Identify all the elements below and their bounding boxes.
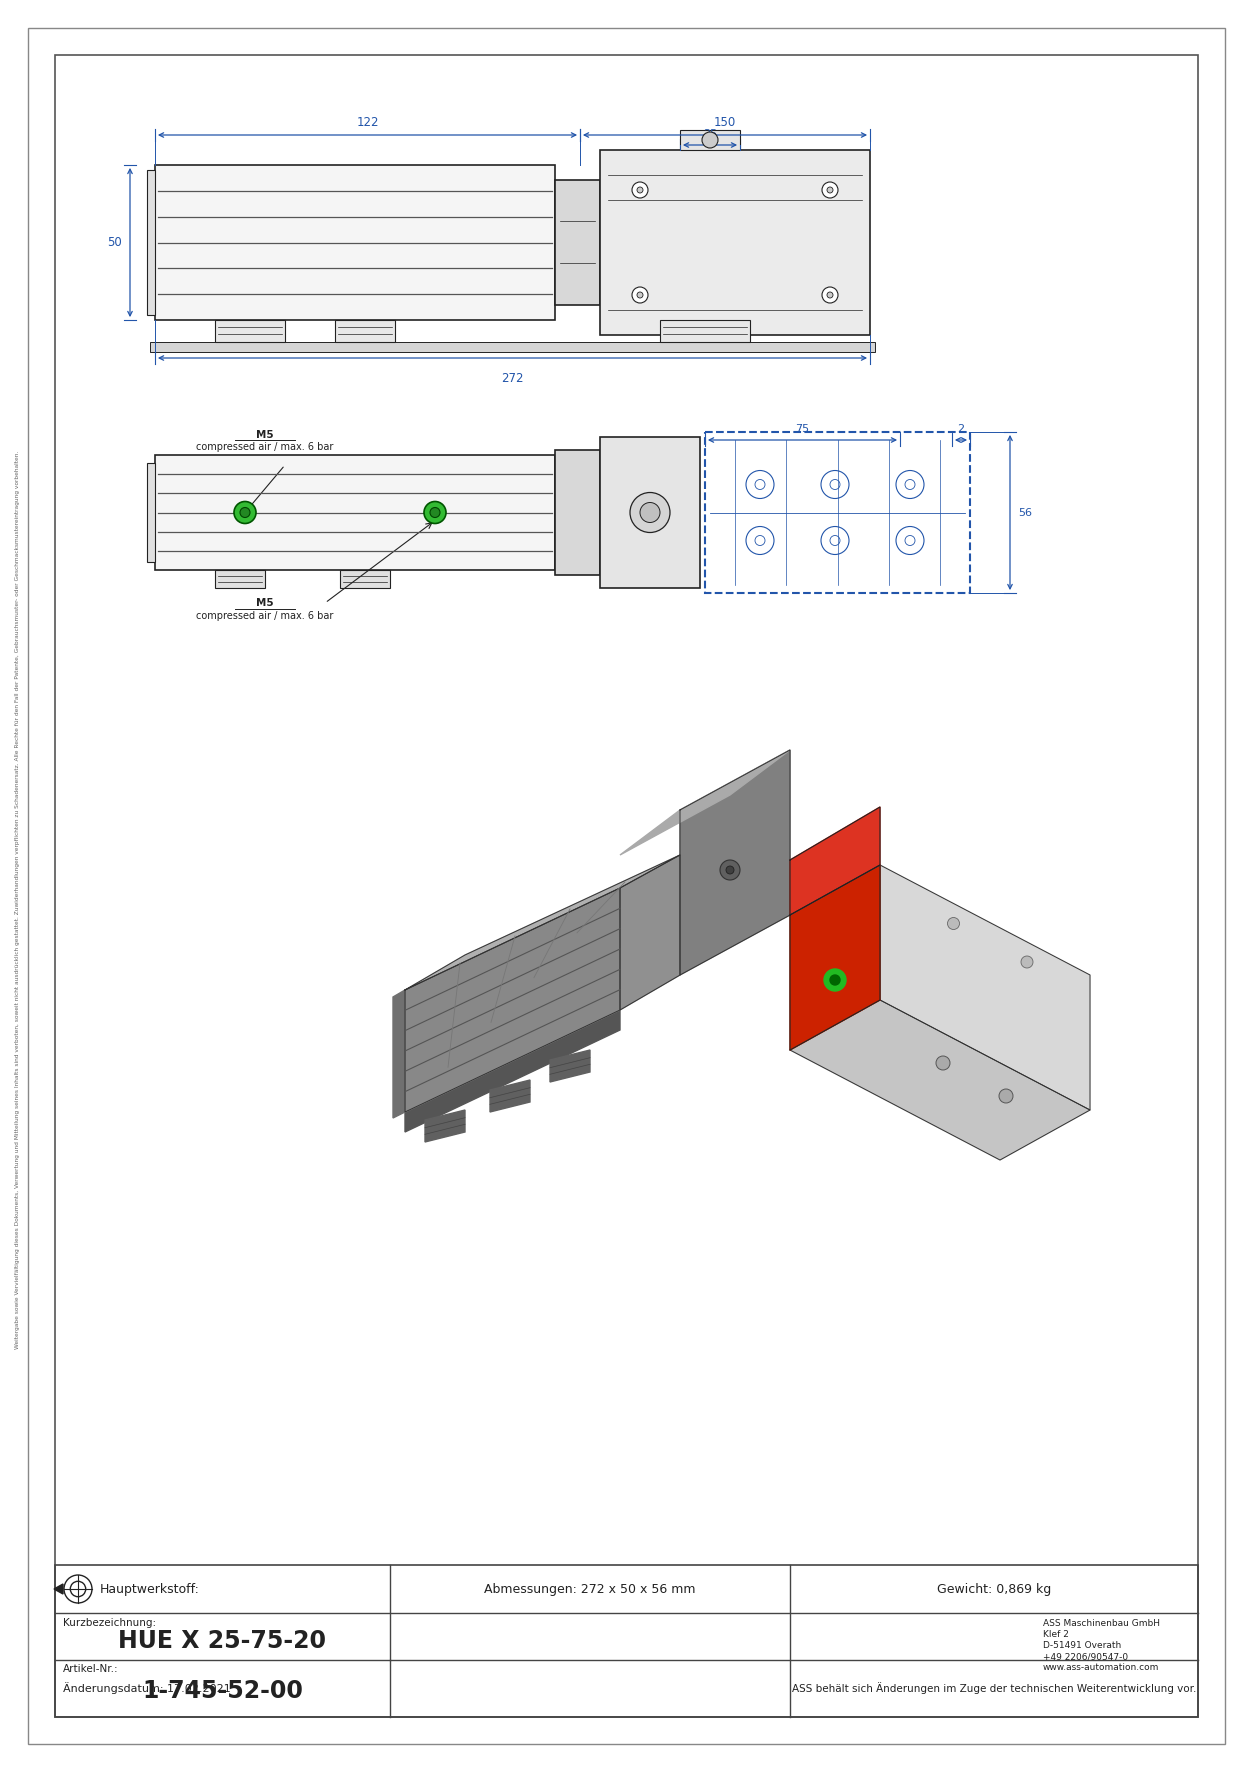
Text: 2: 2 bbox=[957, 424, 965, 434]
Text: Kurzbezeichnung:: Kurzbezeichnung: bbox=[63, 1618, 157, 1628]
Circle shape bbox=[827, 292, 833, 298]
Text: 272: 272 bbox=[501, 372, 524, 385]
Text: ASS behält sich Änderungen im Zuge der technischen Weiterentwicklung vor.: ASS behält sich Änderungen im Zuge der t… bbox=[792, 1683, 1197, 1694]
Bar bbox=[55, 1565, 1198, 1717]
Circle shape bbox=[829, 975, 840, 985]
Polygon shape bbox=[880, 865, 1090, 1109]
Text: www.ass-automation.com: www.ass-automation.com bbox=[1042, 1662, 1159, 1673]
Polygon shape bbox=[405, 1010, 620, 1132]
Bar bbox=[216, 321, 284, 342]
Text: M5: M5 bbox=[256, 597, 274, 608]
Text: Klef 2: Klef 2 bbox=[1042, 1630, 1069, 1639]
Polygon shape bbox=[789, 806, 880, 914]
Text: 56: 56 bbox=[1017, 507, 1032, 517]
Text: 75: 75 bbox=[796, 424, 809, 434]
Text: Hauptwerkstoff:: Hauptwerkstoff: bbox=[100, 1582, 200, 1595]
Circle shape bbox=[630, 493, 670, 533]
Text: D-51491 Overath: D-51491 Overath bbox=[1042, 1641, 1121, 1650]
Bar bbox=[600, 438, 700, 588]
Circle shape bbox=[936, 1056, 950, 1070]
Text: M5: M5 bbox=[256, 431, 274, 439]
Bar bbox=[216, 571, 264, 588]
Polygon shape bbox=[680, 750, 789, 975]
Bar bbox=[147, 170, 155, 315]
Polygon shape bbox=[393, 991, 405, 1118]
Text: 25: 25 bbox=[703, 129, 717, 138]
Text: 50: 50 bbox=[108, 236, 122, 250]
Polygon shape bbox=[620, 750, 789, 856]
Bar bbox=[660, 321, 751, 342]
Polygon shape bbox=[425, 1109, 465, 1141]
Text: 150: 150 bbox=[714, 115, 736, 129]
Circle shape bbox=[702, 131, 718, 149]
Circle shape bbox=[822, 183, 838, 198]
Circle shape bbox=[725, 867, 734, 874]
Text: +49 2206/90547-0: +49 2206/90547-0 bbox=[1042, 1652, 1128, 1660]
Polygon shape bbox=[789, 865, 880, 1051]
Bar bbox=[335, 321, 395, 342]
Polygon shape bbox=[405, 856, 680, 991]
Text: 1-745-52-00: 1-745-52-00 bbox=[142, 1680, 303, 1703]
Circle shape bbox=[241, 507, 251, 517]
Text: HUE X 25-75-20: HUE X 25-75-20 bbox=[119, 1630, 327, 1653]
Bar bbox=[155, 455, 555, 571]
Polygon shape bbox=[490, 1079, 530, 1113]
Text: compressed air / max. 6 bar: compressed air / max. 6 bar bbox=[197, 441, 333, 452]
Text: Artikel-Nr.:: Artikel-Nr.: bbox=[63, 1664, 119, 1675]
Circle shape bbox=[640, 503, 660, 523]
Text: 122: 122 bbox=[356, 115, 378, 129]
Text: Weitergabe sowie Vervielfältigung dieses Dokuments, Verwertung und Mitteilung se: Weitergabe sowie Vervielfältigung dieses… bbox=[15, 450, 20, 1348]
Circle shape bbox=[632, 183, 648, 198]
Bar bbox=[600, 151, 870, 335]
Circle shape bbox=[234, 501, 256, 523]
Polygon shape bbox=[620, 856, 680, 1010]
Circle shape bbox=[637, 292, 643, 298]
Text: compressed air / max. 6 bar: compressed air / max. 6 bar bbox=[197, 611, 333, 620]
Circle shape bbox=[827, 188, 833, 193]
Bar bbox=[340, 571, 390, 588]
Text: Änderungsdatum: 17.02.2021: Änderungsdatum: 17.02.2021 bbox=[63, 1683, 231, 1694]
Circle shape bbox=[824, 969, 846, 991]
Bar bbox=[147, 462, 155, 562]
Circle shape bbox=[822, 287, 838, 303]
Bar bbox=[705, 432, 970, 594]
Bar bbox=[150, 342, 875, 353]
Bar bbox=[555, 450, 600, 574]
Text: Gewicht: 0,869 kg: Gewicht: 0,869 kg bbox=[937, 1582, 1051, 1595]
Text: ASS Maschinenbau GmbH: ASS Maschinenbau GmbH bbox=[1042, 1620, 1160, 1628]
Polygon shape bbox=[405, 888, 620, 1113]
Circle shape bbox=[424, 501, 446, 523]
Circle shape bbox=[637, 188, 643, 193]
Circle shape bbox=[947, 918, 960, 930]
Polygon shape bbox=[550, 1051, 590, 1083]
Circle shape bbox=[720, 859, 741, 881]
Bar bbox=[680, 129, 741, 151]
Polygon shape bbox=[789, 999, 1090, 1161]
Bar bbox=[555, 181, 600, 305]
Text: Abmessungen: 272 x 50 x 56 mm: Abmessungen: 272 x 50 x 56 mm bbox=[484, 1582, 695, 1595]
Bar bbox=[155, 165, 555, 321]
Circle shape bbox=[1021, 957, 1032, 968]
Circle shape bbox=[999, 1090, 1012, 1102]
Circle shape bbox=[430, 507, 440, 517]
Polygon shape bbox=[54, 1584, 63, 1595]
Circle shape bbox=[632, 287, 648, 303]
